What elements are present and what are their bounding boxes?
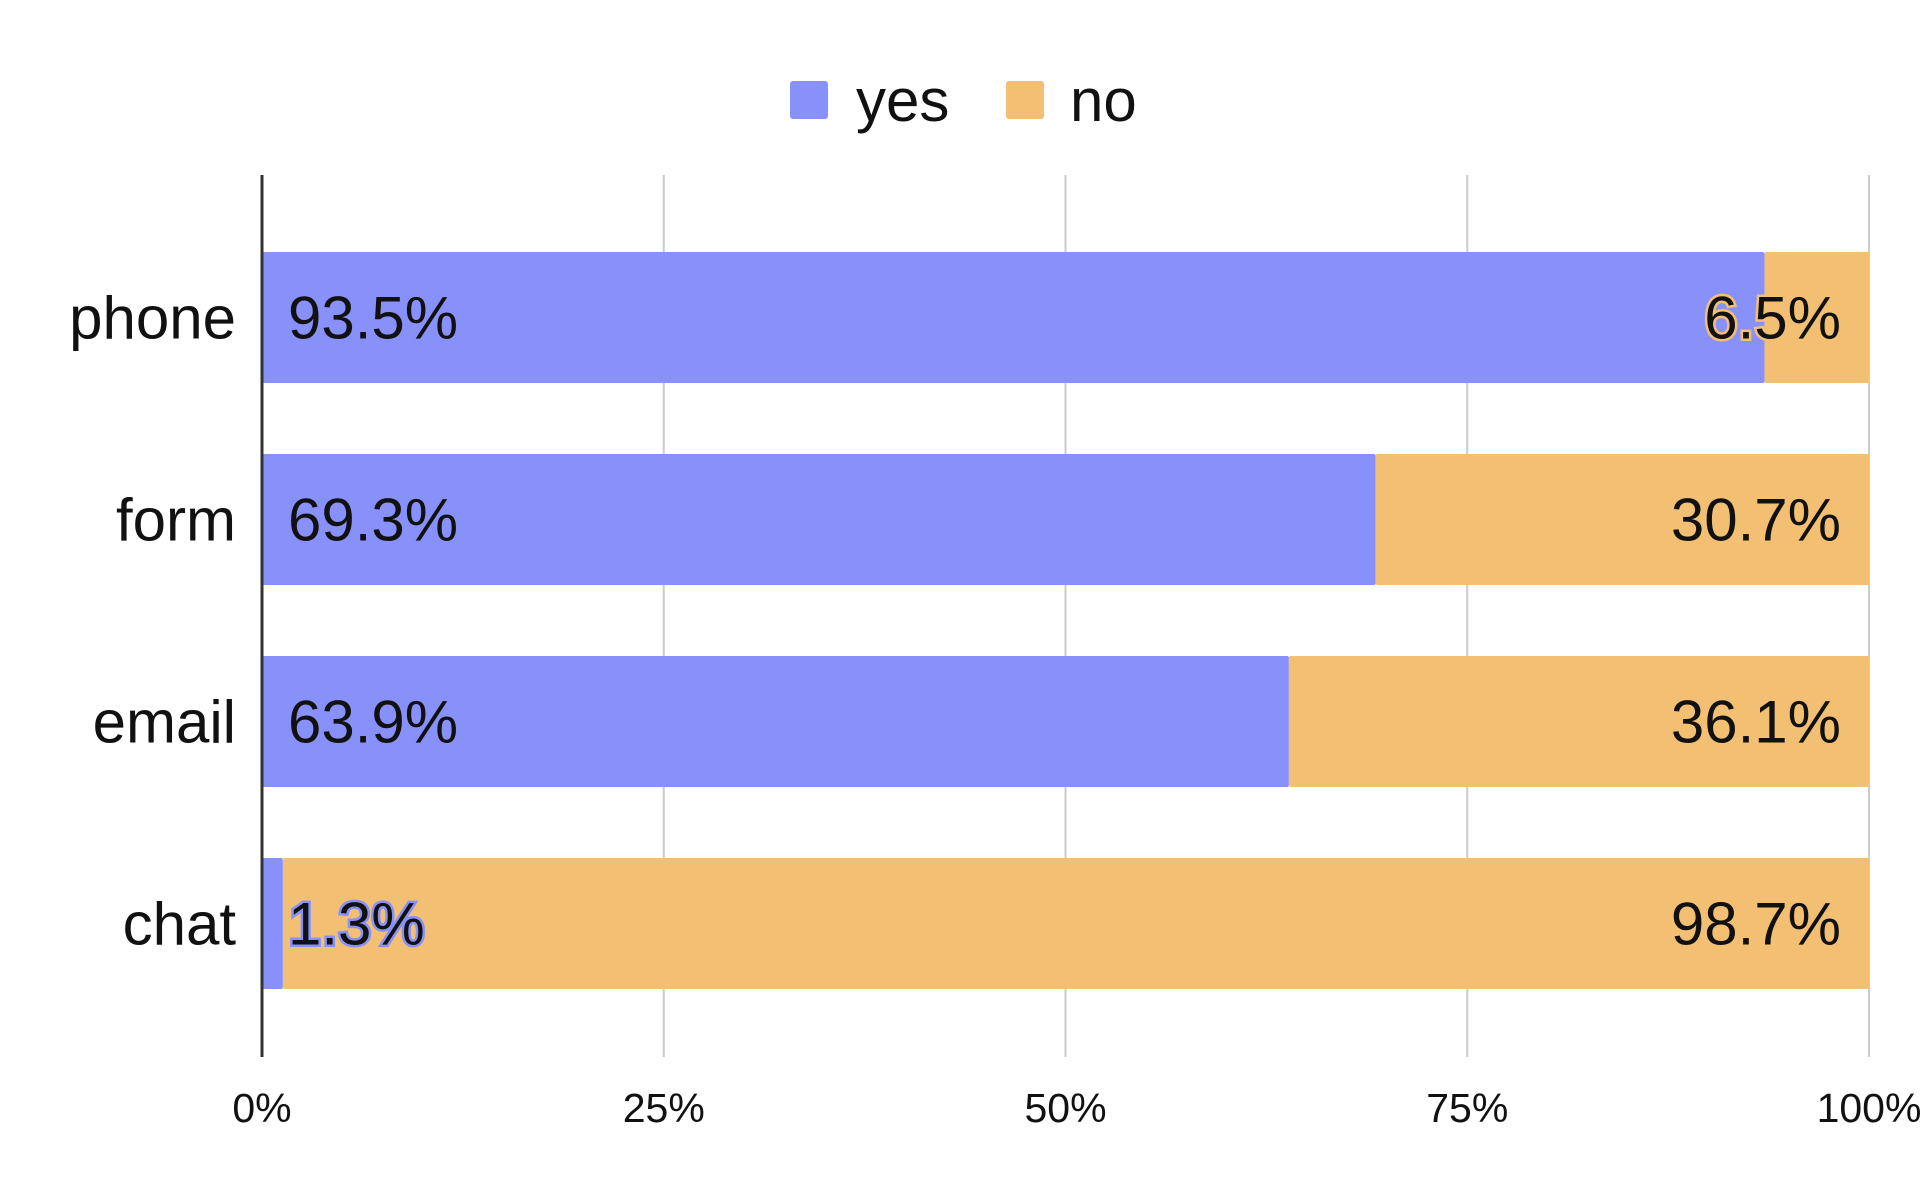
data-label: 1.3% — [288, 891, 425, 958]
bar-segment-no — [1375, 454, 1869, 585]
data-label: 30.7% — [1671, 487, 1841, 554]
bar-segment-no — [1288, 656, 1869, 787]
data-label: 98.7% — [1671, 891, 1841, 958]
category-label: chat — [123, 891, 237, 958]
x-tick-label: 0% — [232, 1085, 291, 1131]
category-labels: phone form email chat — [69, 285, 236, 958]
data-label: 36.1% — [1671, 689, 1841, 756]
category-label: form — [116, 487, 236, 554]
bars: 93.5% 6.5% 69.3% 30.7% 63.9% 36.1% 1.3% 98.7% — [262, 252, 1869, 989]
legend: yes no — [790, 67, 1137, 134]
bar-segment-yes — [262, 858, 283, 989]
bar-segment-yes — [262, 252, 1765, 383]
bar-segment-yes — [262, 454, 1376, 585]
x-tick-label: 50% — [1024, 1085, 1106, 1131]
legend-swatch-yes — [790, 81, 828, 119]
legend-label: yes — [856, 67, 949, 134]
legend-swatch-no — [1006, 81, 1044, 119]
bar-segment-yes — [262, 656, 1289, 787]
data-label: 63.9% — [288, 689, 458, 756]
category-label: email — [93, 689, 236, 756]
data-label: 6.5% — [1704, 285, 1841, 352]
data-label: 69.3% — [288, 487, 458, 554]
category-label: phone — [69, 285, 236, 352]
bar-segment-no — [1764, 252, 1869, 383]
x-tick-label: 100% — [1817, 1085, 1920, 1131]
data-label: 93.5% — [288, 285, 458, 352]
x-tick-labels: 0% 25% 50% 75% 100% — [232, 1085, 1920, 1131]
x-tick-label: 75% — [1426, 1085, 1508, 1131]
bar-segment-no — [282, 858, 1869, 989]
legend-label: no — [1070, 67, 1137, 134]
x-tick-label: 25% — [623, 1085, 705, 1131]
